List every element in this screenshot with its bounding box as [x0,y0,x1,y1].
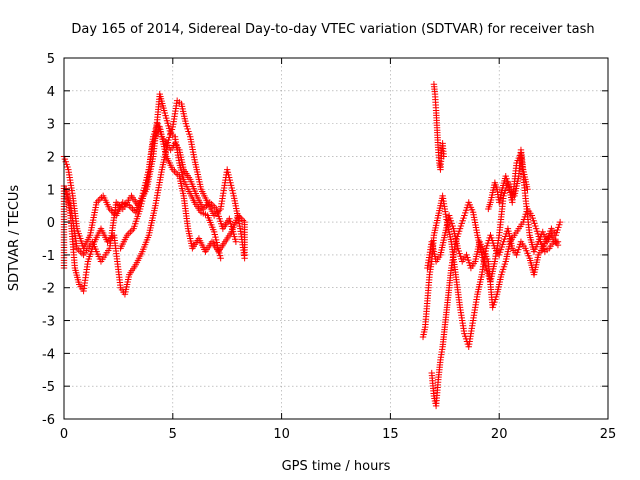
series-trace-f [419,192,564,350]
series-trace-i [485,146,531,213]
data-point [127,228,134,236]
series-trace-h [430,81,447,173]
x-tick-label: 0 [60,427,68,442]
y-tick-label: 3 [47,118,55,133]
y-tick-labels: -6 -5 -4 -3 -2 -1 0 1 2 3 4 5 [42,52,55,428]
y-tick-label: -6 [42,413,55,428]
grid [64,58,608,419]
data-points [60,81,564,410]
data-point [77,248,84,255]
data-point [129,205,136,213]
x-tick-label: 20 [491,427,508,442]
y-tick-label: -1 [42,249,55,264]
chart-title: Day 165 of 2014, Sidereal Day-to-day VTE… [71,22,594,37]
series-trace-e [428,149,562,410]
y-tick-label: 5 [47,52,55,67]
data-point [524,186,531,193]
data-point [172,169,180,177]
data-point [96,195,104,203]
y-tick-label: 2 [47,150,55,165]
plot-frame [63,57,609,420]
data-point [440,153,447,160]
y-tick-label: 4 [47,85,55,100]
series-trace-d [117,123,248,259]
y-axis-label: SDTVAR / TECUs [7,185,22,292]
x-tick-label: 25 [600,427,617,442]
y-tick-label: -5 [42,380,55,395]
y-tick-label: 0 [47,216,55,231]
data-point [241,251,248,259]
x-tick-labels: 0 5 10 15 20 25 [60,427,616,442]
axis-ticks [63,57,609,420]
x-tick-label: 15 [382,427,399,442]
y-tick-label: -3 [42,315,55,330]
data-point [556,218,564,226]
y-tick-label: 1 [47,183,55,198]
data-point [217,254,224,262]
series-trace-g [424,205,562,311]
x-tick-label: 5 [169,427,177,442]
y-tick-label: -4 [42,347,55,362]
x-tick-label: 10 [273,427,290,442]
x-axis-label: GPS time / hours [282,459,391,474]
data-point [554,238,562,245]
y-tick-label: -2 [42,282,55,297]
data-point [232,238,240,245]
